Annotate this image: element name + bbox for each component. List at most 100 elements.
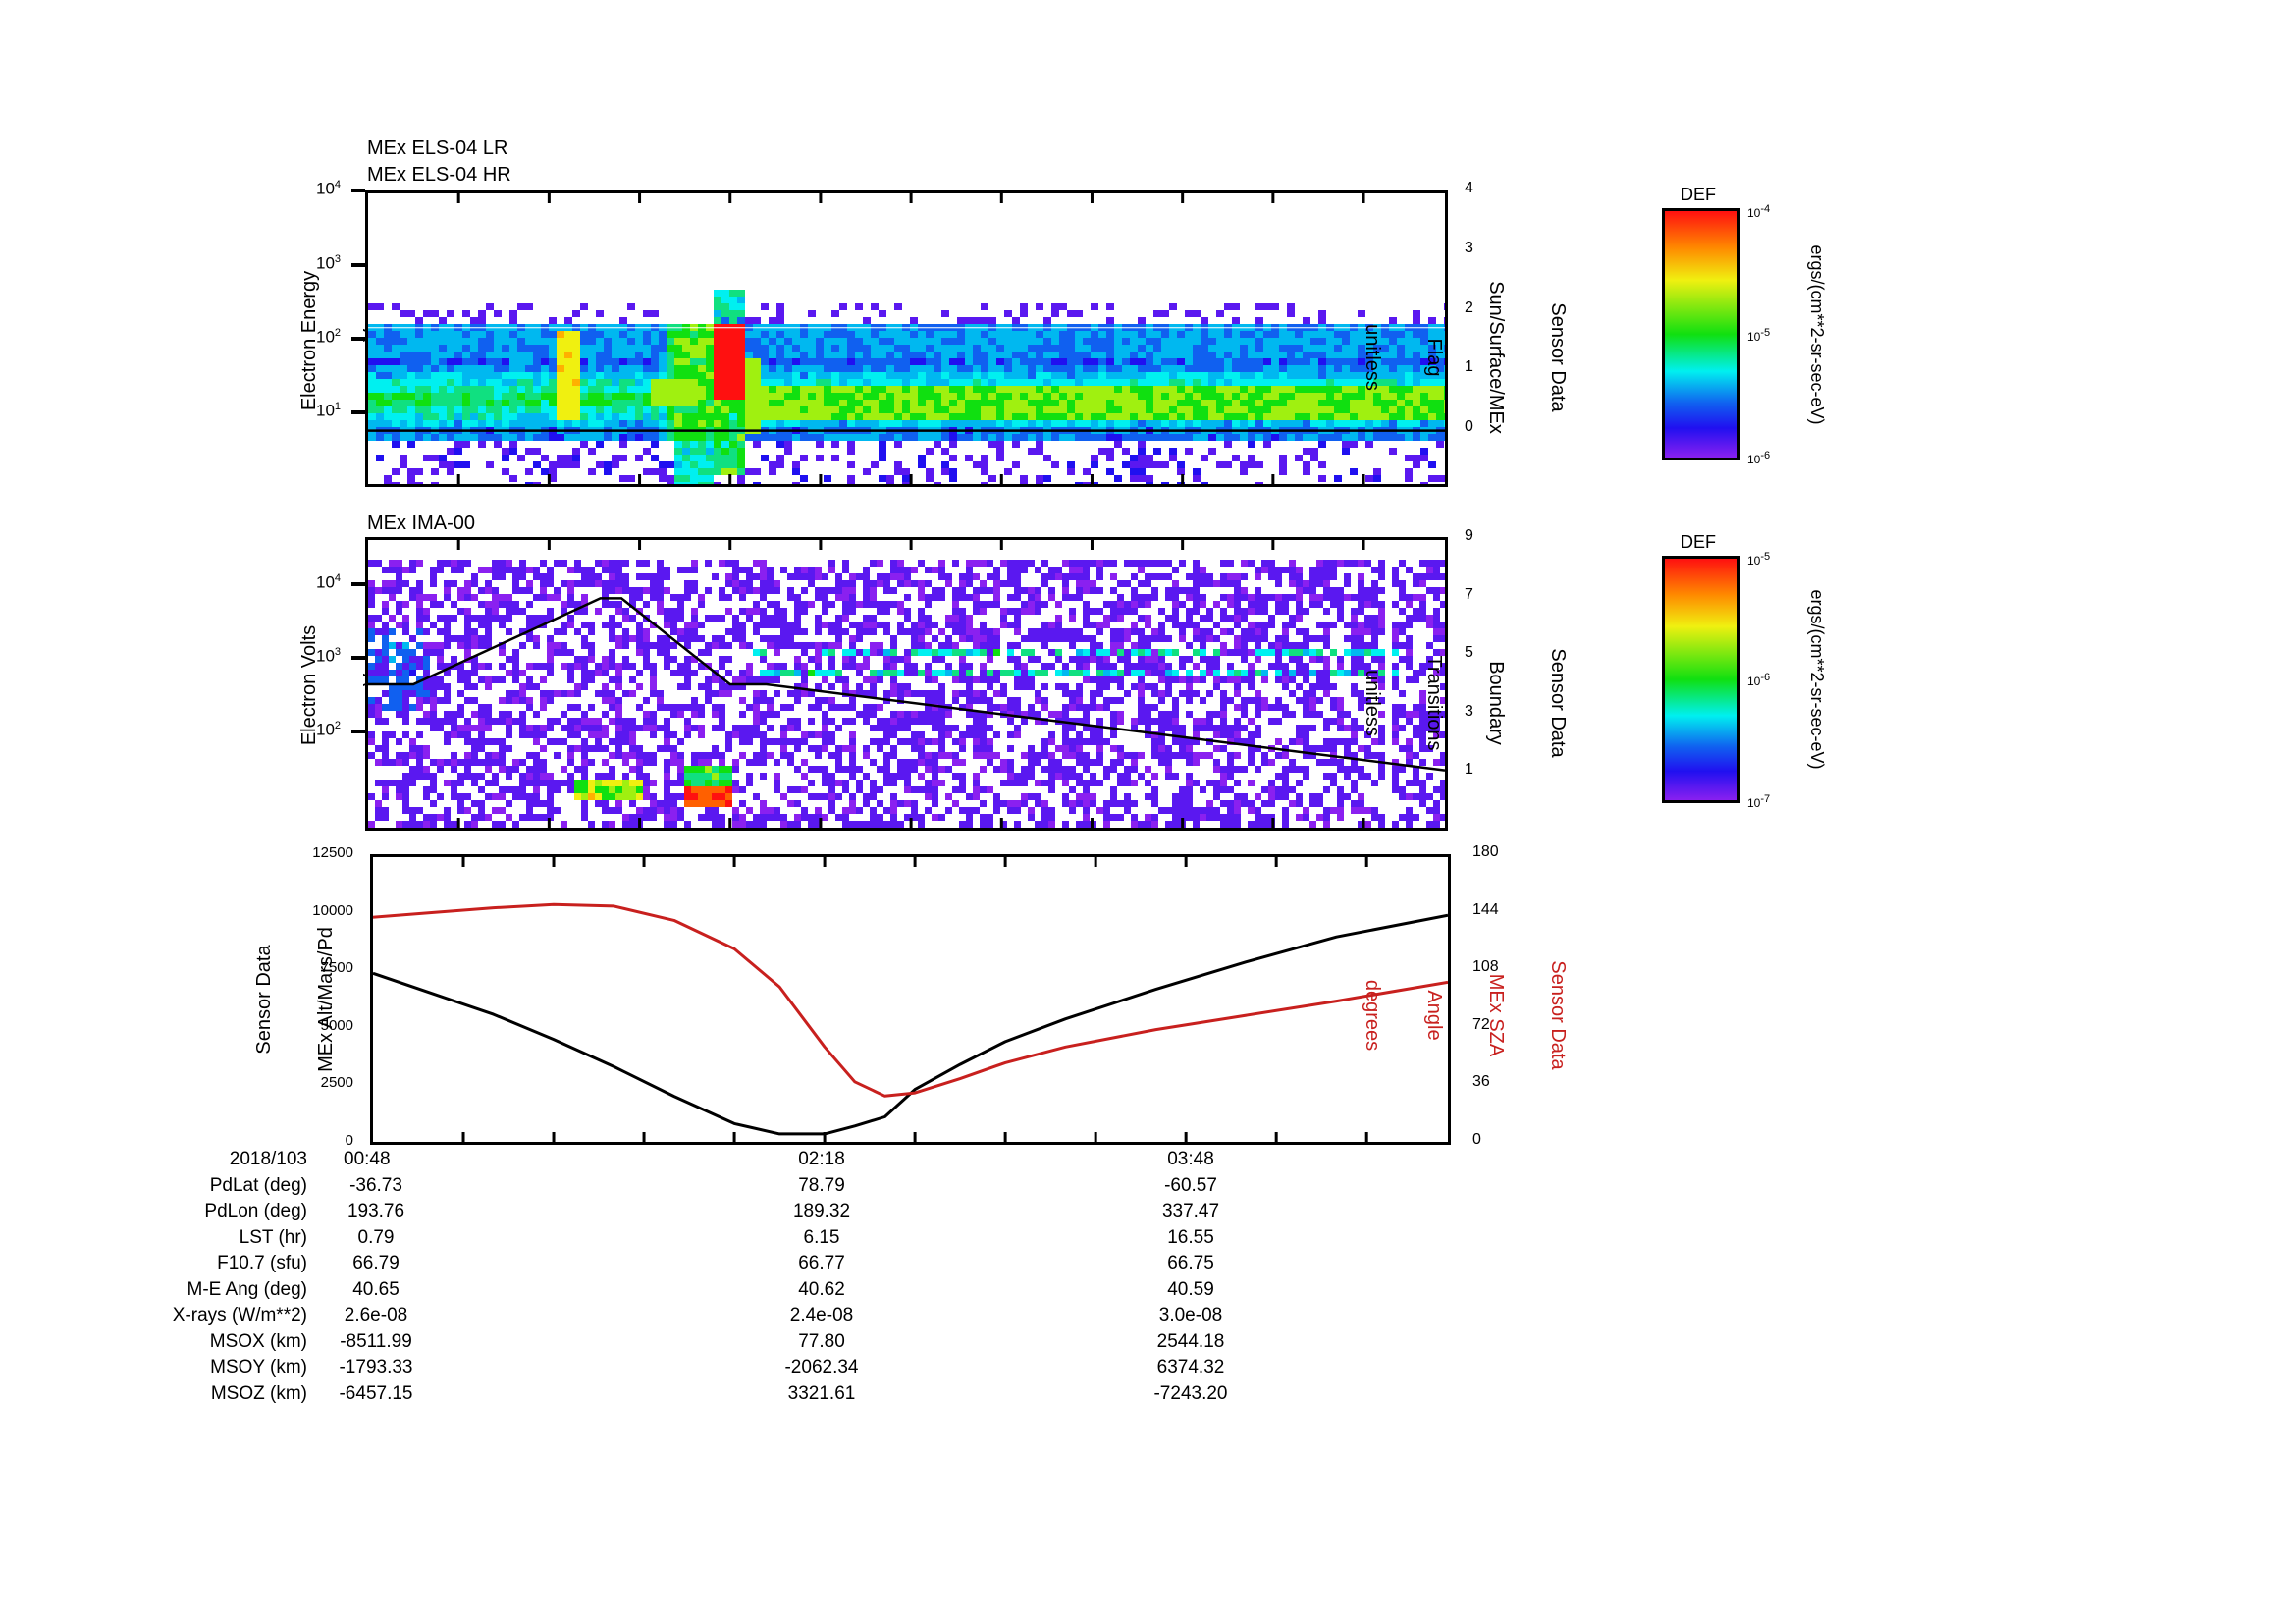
els-spectrogram	[365, 190, 1448, 487]
right-tick-label: 3	[1465, 702, 1473, 720]
y-tick-label: 12500	[312, 844, 353, 861]
ephemeris-cell: 2544.18	[1156, 1330, 1225, 1352]
y-tick-label: 0	[345, 1132, 353, 1149]
y-tick-mark	[351, 582, 365, 586]
y-tick-mark	[351, 189, 365, 192]
els-cbar-tick-mid: 10-5	[1747, 327, 1771, 344]
ephemeris-cell: -36.73	[349, 1174, 402, 1196]
ima-ylabel-line1: Electron Volts	[298, 624, 320, 746]
right-tick-label: 72	[1472, 1015, 1490, 1033]
ephemeris-cell: 78.79	[798, 1174, 845, 1196]
ephemeris-cell: 6.15	[803, 1226, 840, 1248]
right-tick-label: 9	[1465, 527, 1473, 544]
ima-right-label-2: Boundary	[1485, 661, 1507, 745]
ephemeris-cell: 77.80	[798, 1330, 845, 1352]
ephemeris-cell: 66.75	[1167, 1253, 1214, 1273]
ima-title: MEx IMA-00	[367, 513, 476, 534]
ephemeris-row-label: M-E Ang (deg)	[187, 1278, 308, 1300]
y-tick-mark	[351, 730, 365, 733]
ephemeris-row-label: MSOX (km)	[209, 1330, 307, 1352]
orbit-line-chart	[370, 854, 1451, 1145]
y-tick-label: 102	[316, 720, 342, 739]
ephemeris-cell: 193.76	[347, 1201, 405, 1221]
ephemeris-row-label: MSOY (km)	[210, 1357, 307, 1378]
right-tick-label: 2	[1465, 298, 1473, 316]
els-right-label-1: Sensor Data	[1547, 302, 1569, 412]
ephemeris-row-label: MSOZ (km)	[210, 1382, 307, 1404]
orbit-ylabel: Sensor Data MEx Alt/Mars/Pd Distance km	[213, 877, 460, 1122]
y-tick-label: 2500	[320, 1074, 353, 1092]
ephemeris-cell: 6374.32	[1156, 1357, 1225, 1378]
ephemeris-row-label: X-rays (W/m**2)	[172, 1305, 307, 1325]
ephemeris-cell: -2062.34	[784, 1357, 859, 1378]
right-tick-label: 36	[1472, 1073, 1490, 1091]
els-right-label-4: unitless	[1362, 324, 1383, 391]
els-ylabel: Electron Energy eV	[258, 243, 382, 439]
ephemeris-row-label: PdLon (deg)	[204, 1201, 307, 1221]
ephemeris-time: 00:48	[344, 1149, 391, 1169]
orbit-right-label-2: MEx SZA	[1485, 973, 1507, 1057]
y-tick-label: 10000	[312, 901, 353, 919]
right-tick-label: 1	[1465, 358, 1473, 376]
ephemeris-cell: 16.55	[1167, 1226, 1214, 1248]
orbit-right-label-4: degrees	[1362, 979, 1383, 1052]
ima-cbar-tick-bottom: 10-7	[1747, 793, 1771, 810]
ephemeris-date: 2018/103	[229, 1149, 307, 1169]
orbit-right-label-1: Sensor Data	[1547, 960, 1569, 1070]
ephemeris-cell: 0.79	[357, 1226, 395, 1248]
y-tick-mark	[351, 263, 365, 267]
ephemeris-cell: 337.47	[1161, 1201, 1220, 1221]
ephemeris-row-label: LST (hr)	[239, 1226, 307, 1248]
ephemeris-cell: 40.59	[1167, 1278, 1214, 1300]
ephemeris-cell: 40.62	[798, 1278, 845, 1300]
orbit-right-label: Sensor Data MEx SZA Angle degrees	[1362, 917, 1609, 1113]
ephemeris-cell: -60.57	[1164, 1174, 1217, 1196]
right-tick-label: 3	[1465, 239, 1473, 256]
right-tick-label: 180	[1472, 843, 1499, 860]
ephemeris-cell: 189.32	[792, 1201, 851, 1221]
ephemeris-cell: -6457.15	[339, 1382, 413, 1404]
y-tick-label: 7500	[320, 959, 353, 977]
ephemeris-time: 03:48	[1167, 1149, 1214, 1169]
els-colorbar-title: DEF	[1681, 185, 1716, 204]
els-colorbar	[1662, 208, 1740, 460]
ima-colorbar	[1662, 556, 1740, 803]
y-tick-mark	[351, 410, 365, 414]
ephemeris-cell: -1793.33	[339, 1357, 413, 1378]
els-right-label: Sensor Data Sun/Surface/MEx Flag unitles…	[1362, 259, 1609, 456]
els-title-hr: MEx ELS-04 HR	[367, 164, 511, 186]
els-title-lr: MEx ELS-04 LR	[367, 137, 508, 159]
els-cbar-tick-top: 10-4	[1747, 203, 1771, 220]
ephemeris-cell: 66.77	[798, 1253, 845, 1273]
orbit-right-label-3: Angle	[1423, 990, 1445, 1041]
ima-right-label: Sensor Data Boundary Transitions unitles…	[1362, 605, 1609, 801]
ephemeris-cell: 40.65	[352, 1278, 400, 1300]
ima-right-label-1: Sensor Data	[1547, 648, 1569, 758]
ephemeris-row-label: F10.7 (sfu)	[217, 1253, 307, 1273]
y-tick-label: 101	[316, 401, 342, 420]
ima-ylabel: Electron Volts eV	[258, 587, 382, 784]
right-tick-label: 5	[1465, 644, 1473, 661]
orbit-ylabel-1: Sensor Data	[253, 945, 275, 1055]
ephemeris-cell: 3321.61	[787, 1382, 856, 1404]
y-tick-mark	[351, 337, 365, 341]
els-colorbar-unit: ergs/(cm**2-sr-sec-eV)	[1807, 244, 1827, 425]
ephemeris-cell: 3.0e-08	[1158, 1305, 1223, 1325]
right-tick-label: 4	[1465, 180, 1473, 196]
ima-cbar-tick-mid: 10-6	[1747, 672, 1771, 688]
ephemeris-cell: 66.79	[352, 1253, 400, 1273]
ima-colorbar-unit: ergs/(cm**2-sr-sec-eV)	[1807, 589, 1827, 770]
right-tick-label: 0	[1465, 418, 1473, 435]
els-right-label-3: Flag	[1423, 338, 1445, 377]
ima-spectrogram	[365, 537, 1448, 831]
ephemeris-row-label: PdLat (deg)	[209, 1174, 307, 1196]
ephemeris-cell: -7243.20	[1153, 1382, 1228, 1404]
y-tick-label: 103	[316, 253, 342, 273]
right-tick-label: 144	[1472, 900, 1499, 918]
ephemeris-cell: 2.4e-08	[789, 1305, 854, 1325]
right-tick-label: 1	[1465, 761, 1473, 778]
y-tick-label: 103	[316, 646, 342, 666]
els-cbar-tick-bottom: 10-6	[1747, 450, 1771, 466]
ima-right-label-4: unitless	[1362, 670, 1383, 736]
right-tick-label: 7	[1465, 585, 1473, 603]
